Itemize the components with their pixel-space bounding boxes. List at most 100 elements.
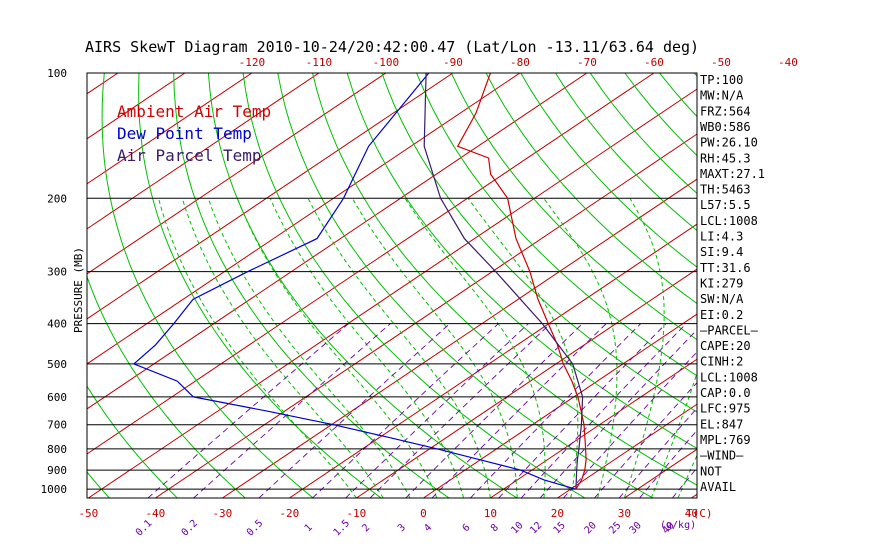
isotherm-line xyxy=(758,73,870,498)
stat-line: EI:0.2 xyxy=(700,308,743,322)
stat-line: LCL:1008 xyxy=(700,370,758,384)
bottom-temperature-tick-label: -10 xyxy=(346,507,366,520)
isotherm-lines xyxy=(0,73,870,498)
temperature-unit-label: T(C) xyxy=(686,507,713,520)
mixing-ratio-tick-label: 30 xyxy=(628,520,644,536)
dry-adiabat-lines xyxy=(0,73,870,498)
dry-adiabat-line xyxy=(520,73,697,268)
dry-adiabat-line xyxy=(659,73,697,118)
stat-line: CAP:0.0 xyxy=(700,386,751,400)
isotherm-line xyxy=(87,73,521,365)
isotherm-line xyxy=(222,178,697,498)
bottom-temperature-tick-label: 20 xyxy=(551,507,564,520)
moist-adiabat-line xyxy=(236,198,438,498)
bottom-temperature-tick-label: 10 xyxy=(484,507,497,520)
dry-adiabat-line xyxy=(173,73,450,498)
isotherm-line xyxy=(87,73,119,95)
stat-line: PW:26.10 xyxy=(700,136,758,150)
mixing-ratio-line xyxy=(193,323,391,498)
bottom-temperature-tick-label: -40 xyxy=(145,507,165,520)
dry-adiabat-line xyxy=(381,73,697,413)
isotherm-line xyxy=(356,268,697,498)
legend-item: Ambient Air Temp xyxy=(117,102,271,121)
isobar-lines xyxy=(87,73,697,490)
mixing-ratio-tick-label: 3 xyxy=(396,522,408,534)
mixing-ratio-line xyxy=(520,323,687,498)
mixing-ratio-line xyxy=(147,323,349,498)
dry-adiabat-line xyxy=(798,73,870,498)
dry-adiabat-line xyxy=(346,73,697,449)
profile-series xyxy=(132,73,587,490)
moist-adiabat-line xyxy=(467,198,579,498)
pressure-tick-label: 500 xyxy=(47,358,67,371)
mixing-ratio-tick-label: 1.5 xyxy=(332,518,353,539)
stat-line: LI:4.3 xyxy=(700,230,743,244)
bottom-temperature-tick-label: 30 xyxy=(618,507,631,520)
top-temperature-tick-label: -80 xyxy=(510,56,530,69)
stat-line: –PARCEL– xyxy=(700,323,759,337)
stat-line: NOT xyxy=(700,464,722,478)
stat-line: WB0:586 xyxy=(700,120,751,134)
y-axis-label: PRESSURE (MB) xyxy=(72,247,85,333)
stat-line: FRZ:564 xyxy=(700,104,751,118)
bottom-temperature-tick-label: 40 xyxy=(685,507,698,520)
mixing-ratio-line xyxy=(618,407,697,498)
stat-line: LCL:1008 xyxy=(700,214,758,228)
bottom-temperature-tick-label: -30 xyxy=(212,507,232,520)
dry-adiabat-line xyxy=(312,73,697,486)
moist-adiabat-line xyxy=(404,198,546,498)
stat-line: SW:N/A xyxy=(700,292,744,306)
dry-adiabat-line xyxy=(87,275,246,498)
dry-adiabat-line xyxy=(87,471,110,498)
pressure-tick-label: 200 xyxy=(47,192,67,205)
plot-area xyxy=(0,73,870,498)
moist-adiabat-line xyxy=(158,198,357,498)
plot-border xyxy=(86,72,698,499)
moist-adiabat-line xyxy=(207,198,411,498)
stat-line: SI:9.4 xyxy=(700,245,743,259)
top-temperature-tick-label: -100 xyxy=(373,56,400,69)
pressure-axis: 100 200 300 400 500 600 700 800 900 1000 xyxy=(41,67,68,496)
moist-adiabat-line xyxy=(269,198,465,498)
stat-line: AVAIL xyxy=(700,480,736,494)
top-temperature-tick-label: -120 xyxy=(239,56,266,69)
top-temperature-tick-label: -110 xyxy=(306,56,333,69)
mixing-ratio-line xyxy=(431,323,607,498)
mixing-ratio-line xyxy=(639,429,697,498)
stat-line: L57:5.5 xyxy=(700,198,751,212)
bottom-temperature-axis: -50 -40 -30 -20 -10 0 10 20 30 40 xyxy=(78,507,698,520)
legend-item: Air Parcel Temp xyxy=(117,146,262,165)
isotherm-line xyxy=(88,88,697,498)
mixing-ratio-line xyxy=(672,467,697,498)
stat-line: RH:45.3 xyxy=(700,151,751,165)
dry-adiabat-line xyxy=(101,73,314,498)
stat-line: MW:N/A xyxy=(700,89,744,103)
stat-line: KI:279 xyxy=(700,276,743,290)
mixing-ratio-axis: 0.1 0.2 0.5 1 1.5 2 3 4 6 8 10 12 15 20 25 30 40 xyxy=(134,518,677,539)
pressure-tick-label: 600 xyxy=(47,391,67,404)
isotherm-line xyxy=(423,313,697,498)
isotherm-line xyxy=(0,73,51,498)
moist-adiabat-line xyxy=(623,198,665,498)
mixing-ratio-line xyxy=(563,351,697,498)
mixing-ratio-unit-label: (g/kg) xyxy=(660,520,696,531)
mixing-ratio-line xyxy=(345,323,529,498)
mixing-ratio-tick-label: 12 xyxy=(528,520,544,536)
stat-line: CAPE:20 xyxy=(700,339,751,353)
pressure-tick-label: 900 xyxy=(47,464,67,477)
pressure-tick-label: 1000 xyxy=(41,483,68,496)
mixing-ratio-line xyxy=(470,323,642,498)
top-temperature-tick-label: -90 xyxy=(443,56,463,69)
mixing-ratio-lines xyxy=(147,323,697,498)
mixing-ratio-line xyxy=(405,323,583,498)
dry-adiabat-line xyxy=(0,73,41,498)
legend: Ambient Air Temp Dew Point Temp Air Parcel… xyxy=(117,102,271,165)
dry-adiabat-line xyxy=(207,73,518,498)
mixing-ratio-tick-label: 2 xyxy=(360,522,372,534)
top-temperature-tick-label: -70 xyxy=(577,56,597,69)
dewpoint-profile-line xyxy=(132,73,577,490)
isotherm-line xyxy=(87,73,655,455)
mixing-ratio-line xyxy=(539,329,697,498)
mixing-ratio-tick-label: 1 xyxy=(303,522,315,534)
mixing-ratio-tick-label: 20 xyxy=(583,520,599,536)
